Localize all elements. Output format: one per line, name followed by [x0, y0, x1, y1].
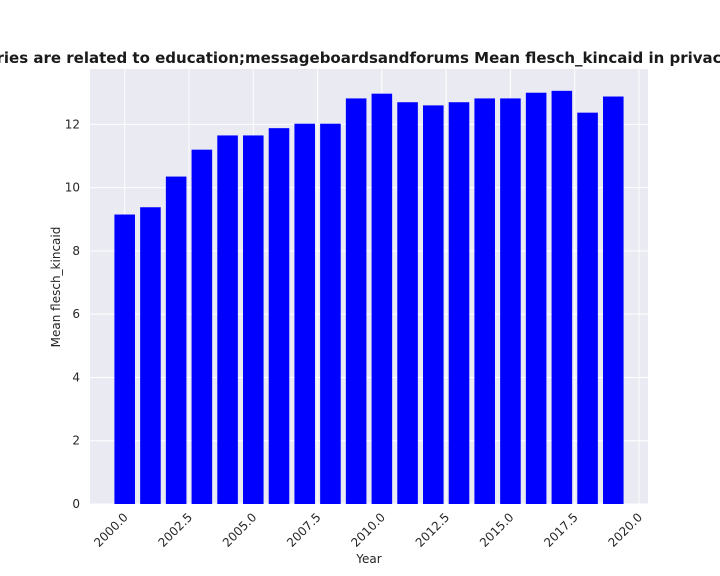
- bar: [320, 123, 341, 505]
- bar: [268, 128, 290, 504]
- bar: [474, 98, 495, 505]
- chart-title: Categories are related to education;mess…: [0, 49, 720, 67]
- bar: [165, 176, 187, 504]
- y-tick-label: 0: [72, 497, 80, 511]
- bar: [371, 93, 393, 504]
- x-tick-label: 2000.0: [91, 510, 131, 550]
- bar: [423, 105, 444, 504]
- bar: [551, 90, 573, 504]
- y-tick-label: 12: [65, 117, 80, 131]
- x-tick-label: 2017.5: [541, 510, 581, 550]
- y-tick-label: 8: [72, 244, 80, 258]
- bar: [577, 112, 598, 505]
- y-axis-label: Mean flesch_kincaid: [49, 227, 63, 348]
- bar: [525, 92, 547, 505]
- bar: [294, 123, 315, 505]
- bar: [114, 214, 135, 504]
- x-axis-label: Year: [355, 552, 381, 566]
- bar: [397, 102, 418, 504]
- bar: [603, 96, 624, 505]
- x-tick-label: 2012.5: [413, 510, 453, 550]
- y-tick-label: 10: [65, 181, 80, 195]
- bar: [140, 207, 161, 504]
- bar: [217, 135, 238, 504]
- x-tick-label: 2002.5: [156, 510, 196, 550]
- x-tick-label: 2020.0: [606, 510, 646, 550]
- bar: [448, 102, 470, 504]
- x-tick-label: 2010.0: [348, 510, 388, 550]
- y-tick-labels: 0 2 4 6 8 10 12: [65, 117, 80, 511]
- x-tick-label: 2005.0: [220, 510, 260, 550]
- x-tick-label: 2015.0: [477, 510, 517, 550]
- x-tick-labels: 2000.0 2002.5 2005.0 2007.5 2010.0 2012.5 2015…: [91, 510, 645, 550]
- bar: [243, 135, 264, 504]
- x-tick-label: 2007.5: [284, 510, 324, 550]
- y-tick-label: 4: [72, 370, 80, 384]
- y-tick-label: 6: [72, 307, 80, 321]
- bars: [114, 90, 624, 505]
- bar: [191, 149, 213, 504]
- bar: [500, 98, 521, 505]
- y-tick-label: 2: [72, 434, 80, 448]
- bar: [345, 98, 367, 505]
